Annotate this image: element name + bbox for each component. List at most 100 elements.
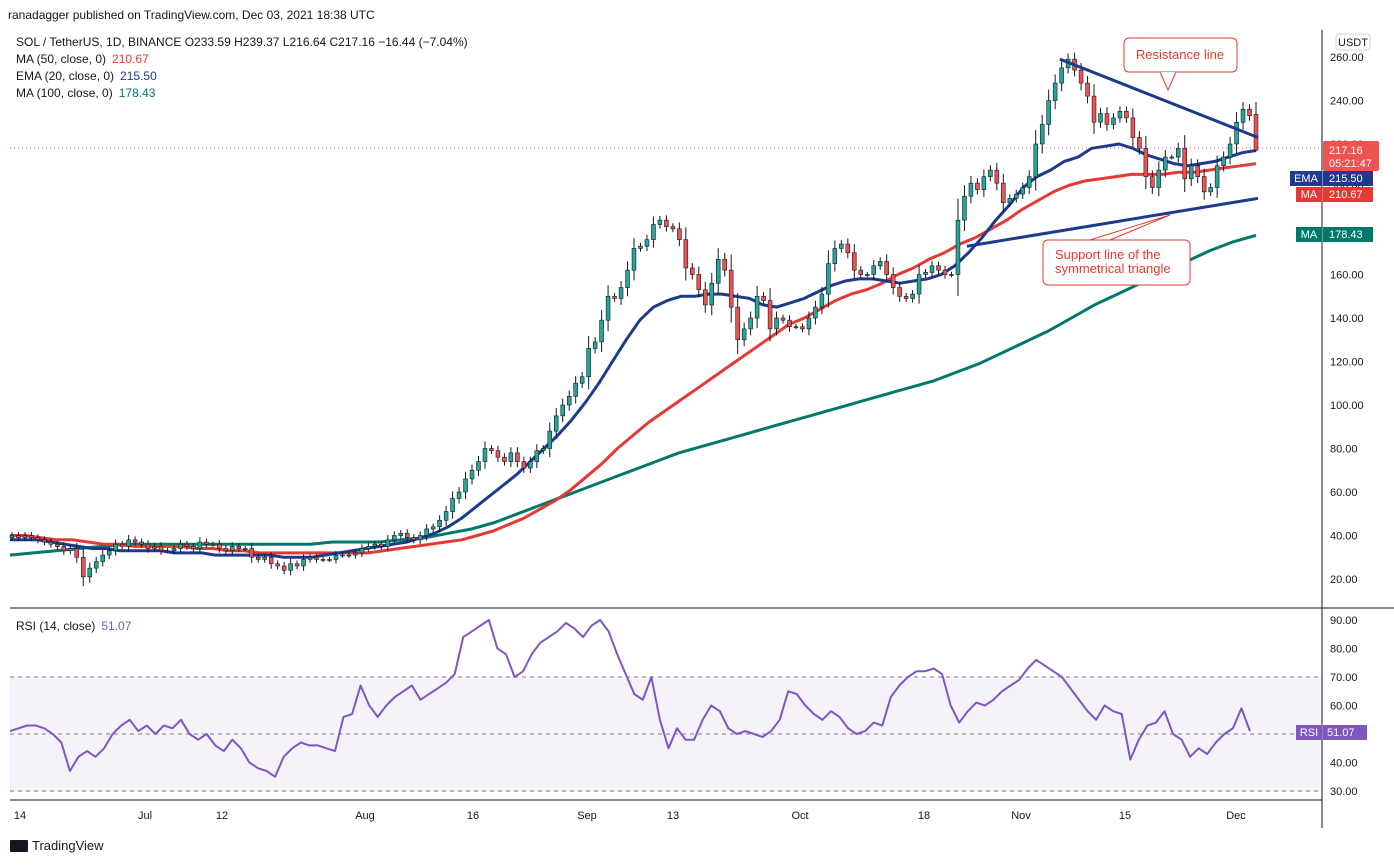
candle-down [728, 269, 734, 308]
candle-up [372, 543, 378, 547]
candle-down [677, 228, 682, 240]
rsi-tick-label: 40.00 [1330, 758, 1358, 770]
candle-up [22, 535, 28, 538]
candle-up [1227, 143, 1233, 158]
candle-down [852, 252, 857, 271]
candle-up [1014, 193, 1019, 199]
candle-up [443, 511, 449, 521]
rsi-tick-label: 30.00 [1330, 786, 1358, 798]
candle-down [74, 548, 80, 558]
price-tick-label: 140.00 [1330, 313, 1364, 325]
candle-up [877, 261, 883, 267]
candle-up [586, 348, 591, 378]
candle-down [690, 267, 695, 275]
candle-up [1240, 108, 1246, 123]
candle-up [793, 326, 799, 329]
publisher-header: ranadagger published on TradingView.com,… [8, 8, 375, 22]
rsi-tick-label: 90.00 [1330, 615, 1358, 627]
time-axis-label: Dec [1226, 810, 1246, 822]
candle-up [962, 195, 967, 221]
tradingview-logo[interactable]: TradingView [10, 838, 104, 853]
time-axis-label: Sep [577, 810, 597, 822]
resistance-callout-pointer [1159, 71, 1177, 92]
candle-up [469, 469, 475, 480]
candle-down [275, 563, 280, 567]
candle-up [1188, 165, 1194, 180]
candle-down [936, 265, 941, 271]
candle-up [1221, 156, 1226, 167]
ma100-legend[interactable]: MA (100, close, 0) 178.43 [16, 86, 155, 100]
ema20-legend-label: EMA (20, close, 0) [16, 69, 115, 83]
candle-up [631, 248, 637, 271]
countdown-tag-value: 05:21:47 [1329, 158, 1372, 170]
candle-up [923, 272, 928, 275]
candle-down [314, 556, 319, 560]
ma50-tag-name-box [1296, 187, 1322, 202]
candle-up [113, 543, 118, 552]
candle-up [210, 543, 216, 546]
candle-down [139, 541, 144, 545]
time-axis-label: 16 [467, 810, 479, 822]
candle-up [385, 539, 391, 547]
resistance-trendline [1059, 57, 1259, 139]
candle-down [942, 269, 948, 275]
candle-down [903, 295, 909, 299]
candle-up [482, 448, 488, 462]
candle-up [599, 319, 604, 343]
candle-up [1007, 198, 1013, 204]
candle-up [865, 274, 870, 276]
candle-down [158, 546, 164, 552]
candle-down [800, 326, 805, 330]
candle-up [1214, 165, 1220, 188]
candle-up [832, 248, 838, 264]
price-tick-label: 240.00 [1330, 96, 1364, 108]
candle-down [1085, 82, 1090, 97]
rsi-tag-value: 51.07 [1327, 727, 1355, 739]
resistance-annotation: Resistance line [1123, 37, 1238, 92]
rsi-legend[interactable]: RSI (14, close) 51.07 [16, 619, 131, 633]
candle-up [353, 552, 358, 556]
candle-up [1111, 117, 1116, 125]
candle-up [100, 554, 105, 562]
candle-up [87, 567, 92, 578]
ma100-legend-label: MA (100, close, 0) [16, 86, 113, 100]
candle-up [288, 563, 293, 571]
ma50-legend[interactable]: MA (50, close, 0) 210.67 [16, 52, 149, 66]
ma50-tag [1323, 187, 1373, 202]
candle-up [592, 341, 598, 349]
candle-down [683, 239, 689, 269]
candle-up [1234, 121, 1239, 145]
candle-down [249, 548, 254, 558]
candle-up [910, 293, 915, 299]
candle-down [223, 548, 229, 552]
candle-down [119, 543, 125, 547]
last-price-tag [1323, 141, 1379, 171]
candle-down [61, 546, 67, 552]
time-axis-label: Nov [1011, 810, 1031, 822]
candle-up [1039, 124, 1045, 145]
candle-up [1156, 169, 1162, 188]
candle-up [748, 317, 753, 330]
rsi-legend-label: RSI (14, close) [16, 619, 96, 633]
ma100-tag-name-box [1296, 227, 1322, 242]
ema20-legend[interactable]: EMA (20, close, 0) 215.50 [16, 69, 157, 83]
candle-down [55, 543, 60, 547]
candle-down [1137, 137, 1142, 149]
candle-down [16, 535, 21, 538]
candle-up [651, 224, 656, 241]
candle-down [612, 295, 617, 299]
rsi-tick-label: 80.00 [1330, 644, 1358, 656]
candle-up [579, 376, 585, 384]
support-annotation-line2: symmetrical triangle [1055, 261, 1171, 276]
candle-down [1143, 148, 1149, 177]
candle-up [93, 561, 99, 569]
candle-up [340, 554, 345, 557]
candle-down [1247, 108, 1252, 117]
currency-badge[interactable] [1335, 33, 1371, 51]
candle-up [424, 528, 429, 536]
candle-up [1059, 67, 1064, 84]
candle-down [81, 556, 86, 578]
support-callout-pointer [1089, 214, 1171, 241]
candle-down [1130, 117, 1136, 138]
